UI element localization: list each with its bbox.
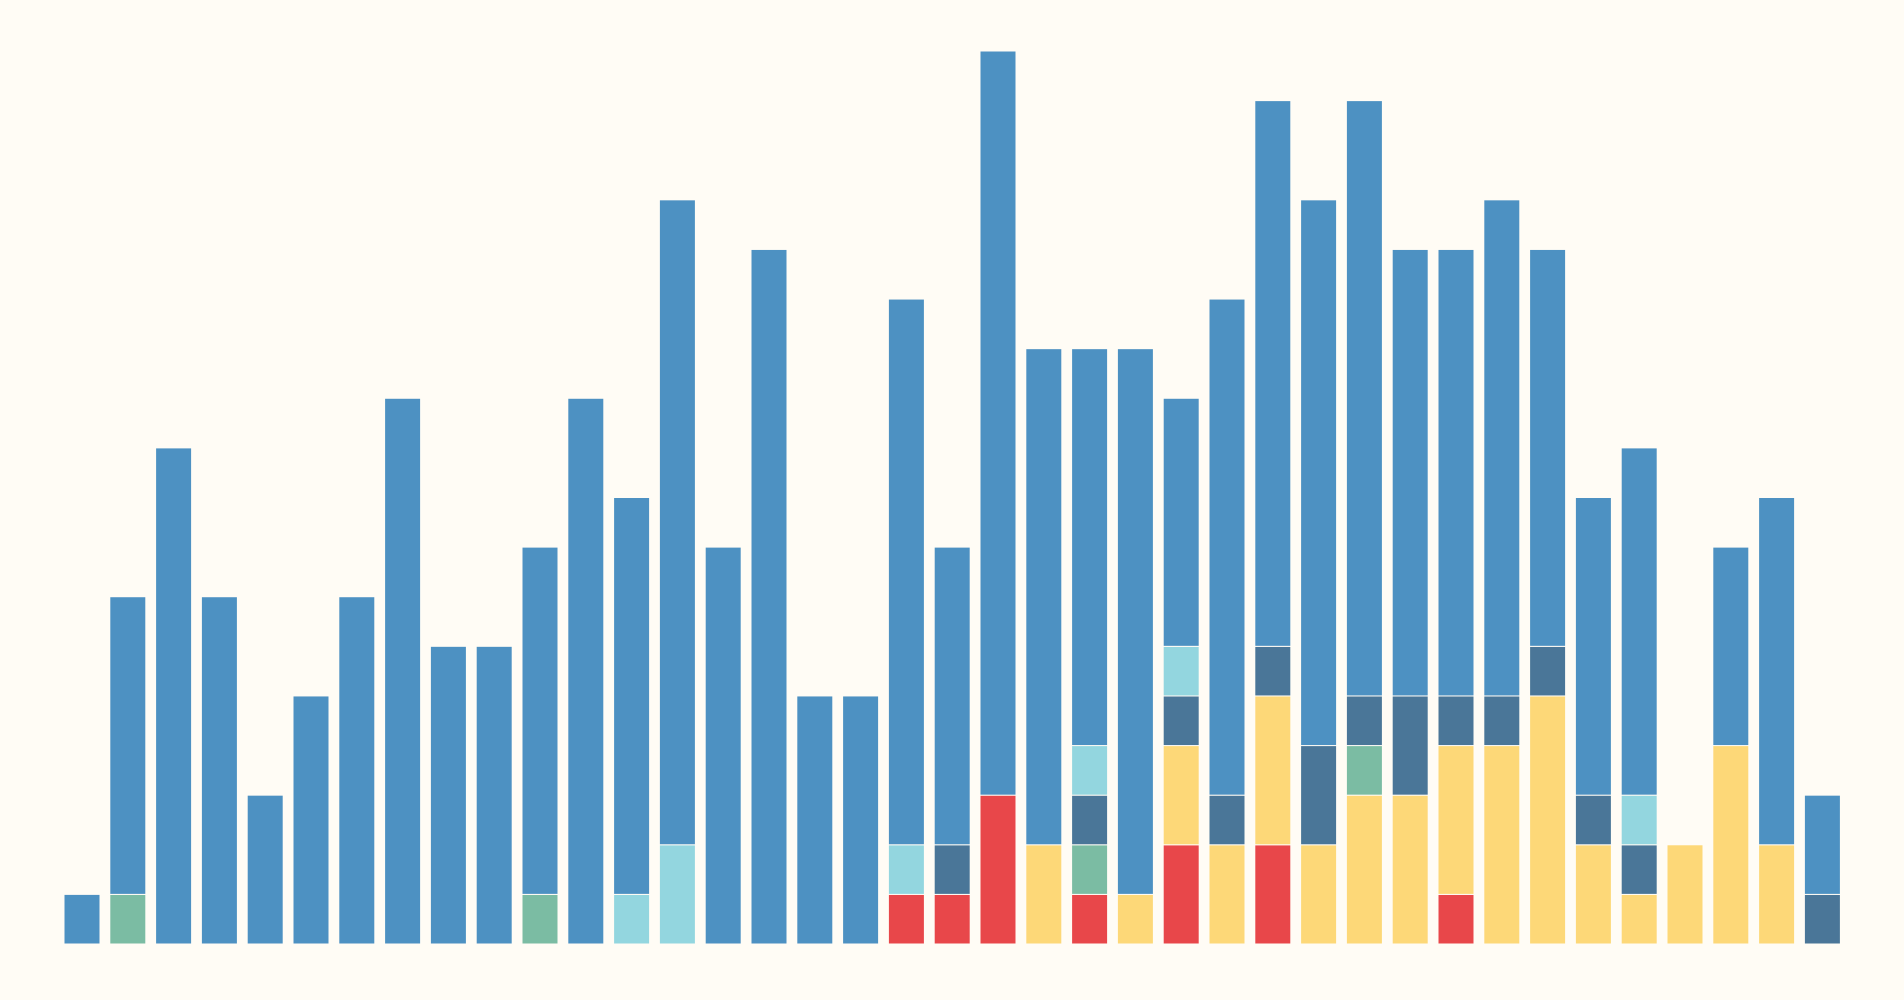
bar-segment bbox=[521, 893, 559, 945]
bar-segment bbox=[933, 546, 971, 846]
bar-segment bbox=[796, 695, 834, 945]
bar-segment bbox=[1803, 794, 1841, 895]
bar-segment bbox=[1300, 745, 1338, 846]
bar-segment bbox=[613, 497, 651, 895]
bar-segment bbox=[1345, 100, 1383, 697]
bar-segment bbox=[1208, 844, 1246, 945]
bar-segment bbox=[1300, 844, 1338, 945]
bar-segment bbox=[1391, 248, 1429, 697]
bar-segment bbox=[521, 546, 559, 895]
bar-segment bbox=[1162, 844, 1200, 945]
bar-segment bbox=[613, 893, 651, 945]
bar-segment bbox=[1529, 645, 1567, 697]
bar-segment bbox=[338, 596, 376, 945]
bar-segment bbox=[429, 645, 467, 945]
bar-segment bbox=[155, 447, 193, 945]
bar-segment bbox=[1391, 794, 1429, 945]
bar-segment bbox=[1025, 348, 1063, 846]
bar-segment bbox=[109, 893, 147, 945]
bar-segment bbox=[1162, 397, 1200, 647]
bar-segment bbox=[1162, 645, 1200, 697]
bar-segment bbox=[1620, 447, 1658, 796]
bar-segment bbox=[979, 794, 1017, 945]
bar-segment bbox=[933, 844, 971, 895]
bar-segment bbox=[1071, 794, 1109, 846]
bar-segment bbox=[979, 50, 1017, 796]
bar-segment bbox=[1666, 844, 1704, 945]
bar-segment bbox=[567, 397, 605, 945]
bar-segment bbox=[292, 695, 330, 945]
bar-segment bbox=[1758, 844, 1796, 945]
bar-segment bbox=[1483, 199, 1521, 697]
bar-segment bbox=[1483, 745, 1521, 945]
bar-segment bbox=[1803, 893, 1841, 945]
bar-segment bbox=[109, 596, 147, 895]
bar-segment bbox=[200, 596, 238, 945]
bar-segment bbox=[1712, 546, 1750, 747]
bar-segment bbox=[475, 645, 513, 945]
bar-segment bbox=[1300, 199, 1338, 747]
bar-segment bbox=[1437, 893, 1475, 945]
bar-segment bbox=[1437, 248, 1475, 697]
bar-segment bbox=[1254, 645, 1292, 697]
bar-segment bbox=[1071, 844, 1109, 895]
bar-segment bbox=[1437, 695, 1475, 747]
bar-segment bbox=[1162, 695, 1200, 747]
bar-segment bbox=[246, 794, 284, 945]
bar-segment bbox=[1391, 695, 1429, 796]
bar-segment bbox=[63, 893, 101, 945]
bar-segment bbox=[1116, 348, 1154, 895]
bar-segment bbox=[1758, 497, 1796, 846]
bar-segment bbox=[658, 199, 696, 846]
bar-segment bbox=[1162, 745, 1200, 846]
bar-segment bbox=[887, 893, 925, 945]
bar-segment bbox=[1483, 695, 1521, 747]
bar-segment bbox=[384, 397, 422, 945]
bar-segment bbox=[1254, 100, 1292, 647]
bar-segment bbox=[1574, 844, 1612, 945]
bar-segment bbox=[933, 893, 971, 945]
bar-segment bbox=[1437, 745, 1475, 895]
bar-segment bbox=[1116, 893, 1154, 945]
bar-segment bbox=[1345, 794, 1383, 945]
bar-segment bbox=[1071, 745, 1109, 796]
bar-segment bbox=[1529, 248, 1567, 647]
bar-segment bbox=[1345, 695, 1383, 747]
bar-segment bbox=[1529, 695, 1567, 945]
bar-segment bbox=[1025, 844, 1063, 945]
bar-segment bbox=[1208, 298, 1246, 796]
bar-segment bbox=[842, 695, 880, 945]
bar-segment bbox=[1208, 794, 1246, 846]
bar-segment bbox=[887, 298, 925, 846]
bar-segment bbox=[1071, 348, 1109, 747]
bar-segment bbox=[1254, 695, 1292, 846]
bar-segment bbox=[1574, 794, 1612, 846]
bar-segment bbox=[1071, 893, 1109, 945]
bar-segment bbox=[1620, 794, 1658, 846]
bar-segment bbox=[1712, 745, 1750, 945]
bar-segment bbox=[1254, 844, 1292, 945]
bar-segment bbox=[887, 844, 925, 895]
bar-segment bbox=[1574, 497, 1612, 796]
bar-segment bbox=[1620, 893, 1658, 945]
bar-segment bbox=[1620, 844, 1658, 895]
bar-segment bbox=[658, 844, 696, 945]
bar-segment bbox=[750, 248, 788, 945]
bar-segment bbox=[704, 546, 742, 945]
bar-segment bbox=[1345, 745, 1383, 796]
